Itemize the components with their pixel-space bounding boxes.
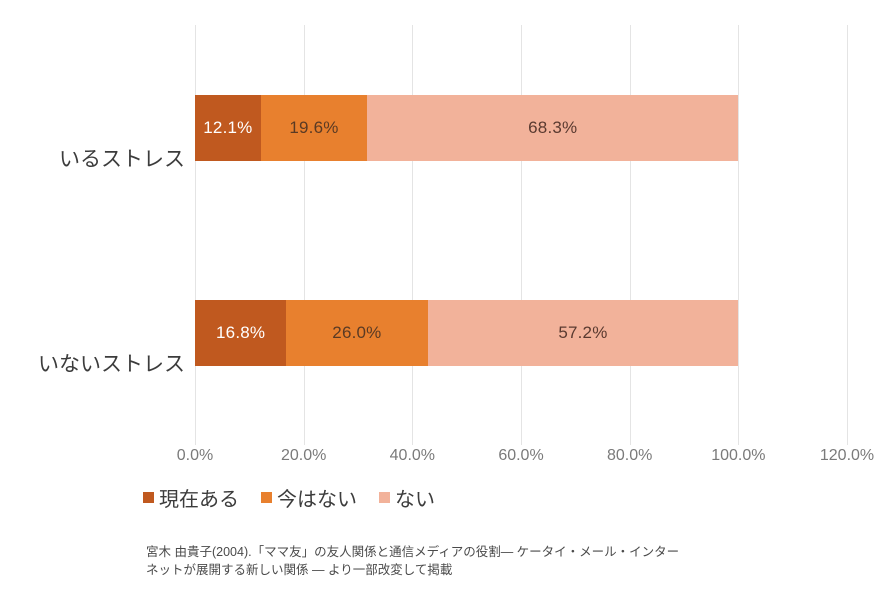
bar-value-label: 19.6% xyxy=(289,118,339,137)
bar-value-label: 26.0% xyxy=(332,323,382,342)
bar-segment: 57.2% xyxy=(427,300,739,366)
x-tick-label: 100.0% xyxy=(711,447,766,464)
caption-line-1: 宮木 由貴子(2004).「ママ友」の友人関係と通信メディアの役割― ケータイ・… xyxy=(146,545,680,559)
x-tick-label: 80.0% xyxy=(606,447,653,464)
legend-item[interactable]: ない xyxy=(379,483,435,512)
legend-label: 今はない xyxy=(277,489,357,511)
x-tick-label: 0.0% xyxy=(176,447,214,464)
category-label-1: いないストレス xyxy=(38,353,185,376)
legend-label: ない xyxy=(395,489,435,511)
bar-segment: 16.8% xyxy=(195,300,287,366)
chart-legend: 現在ある 今はない ない xyxy=(143,483,435,512)
category-axis: いるストレス いないストレス xyxy=(0,25,195,445)
legend-swatch-icon xyxy=(143,492,154,503)
source-caption: 宮木 由貴子(2004).「ママ友」の友人関係と通信メディアの役割― ケータイ・… xyxy=(146,543,846,579)
x-tick-label: 60.0% xyxy=(498,447,544,464)
bar-segment: 68.3% xyxy=(367,95,739,161)
legend-swatch-icon xyxy=(379,492,390,503)
gridline-400 xyxy=(412,25,414,445)
legend-label: 現在ある xyxy=(159,489,239,511)
bar-value-label: 68.3% xyxy=(528,118,578,137)
bar-segment: 19.6% xyxy=(260,95,368,161)
bar-segment: 26.0% xyxy=(286,300,428,366)
bar-value-label: 16.8% xyxy=(216,323,266,342)
bar-value-label: 12.1% xyxy=(203,118,253,137)
bar-value-label: 57.2% xyxy=(558,323,608,342)
legend-item[interactable]: 現在ある xyxy=(143,483,239,512)
x-axis: 0.0% 20.0% 40.0% 60.0% 80.0% 100.0% 120.0% xyxy=(177,447,874,473)
bar-row: 16.8% 26.0% 57.2% xyxy=(195,300,739,366)
x-tick-label: 120.0% xyxy=(819,447,875,464)
legend-swatch-icon xyxy=(261,492,272,503)
plot-area: 12.1% 19.6% 68.3% 16.8% 26.0% 57.2% xyxy=(195,25,848,445)
bar-segment: 12.1% xyxy=(195,95,261,161)
caption-line-2: ネットが展開する新しい関係 ― より一部改変して掲載 xyxy=(146,563,453,578)
gridline-1200 xyxy=(847,25,848,445)
gridline-600 xyxy=(521,25,522,445)
category-label-0: いるストレス xyxy=(59,148,185,171)
legend-item[interactable]: 今はない xyxy=(261,483,357,512)
gridline-200 xyxy=(303,25,305,445)
bar-row: 12.1% 19.6% 68.3% xyxy=(195,95,739,161)
gridline-1000 xyxy=(738,25,740,445)
x-tick-label: 20.0% xyxy=(280,447,327,464)
x-tick-label: 40.0% xyxy=(389,447,436,464)
gridline-800 xyxy=(629,25,631,445)
gridline-00 xyxy=(195,25,196,445)
